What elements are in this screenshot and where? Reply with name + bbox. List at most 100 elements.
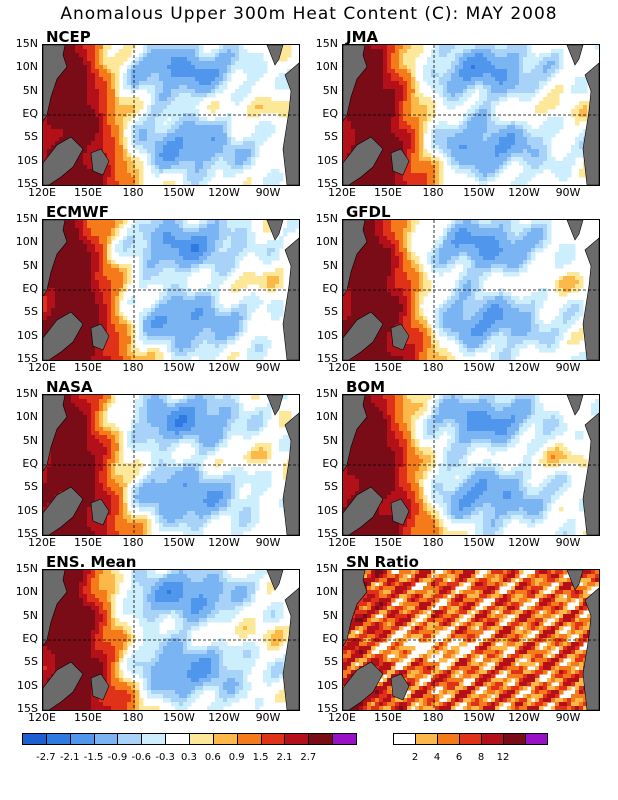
- heatmap-cell: [139, 236, 144, 241]
- heatmap-cell: [471, 153, 476, 158]
- heatmap-cell: [487, 137, 492, 142]
- heatmap-cell: [419, 137, 424, 142]
- heatmap-cell: [387, 89, 392, 94]
- heatmap-cell: [507, 85, 512, 90]
- heatmap-cell: [543, 165, 548, 170]
- heatmap-cell: [263, 177, 268, 182]
- heatmap-cell: [115, 145, 120, 150]
- heatmap-cell: [419, 153, 424, 158]
- heatmap-cell: [147, 69, 152, 74]
- heatmap-cell: [175, 45, 180, 50]
- heatmap-cell: [79, 288, 84, 293]
- heatmap-cell: [191, 173, 196, 178]
- heatmap-cell: [447, 157, 452, 162]
- heatmap-cell: [163, 336, 168, 341]
- heatmap-cell: [123, 153, 128, 158]
- heatmap-cell: [475, 165, 480, 170]
- heatmap-cell: [239, 308, 244, 313]
- heatmap-cell: [167, 336, 172, 341]
- heatmap-cell: [555, 49, 560, 54]
- heatmap-cell: [179, 332, 184, 337]
- heatmap-cell: [167, 296, 172, 301]
- heatmap-cell: [155, 81, 160, 86]
- heatmap-cell: [187, 232, 192, 237]
- heatmap-cell: [103, 280, 108, 285]
- heatmap-cell: [171, 181, 176, 185]
- heatmap-cell: [143, 224, 148, 229]
- heatmap-cell: [563, 161, 568, 166]
- heatmap-cell: [243, 276, 248, 281]
- heatmap-cell: [503, 129, 508, 134]
- heatmap-cell: [423, 149, 428, 154]
- heatmap-cell: [191, 161, 196, 166]
- heatmap-cell: [395, 101, 400, 106]
- heatmap-cell: [179, 296, 184, 301]
- heatmap-cell: [75, 93, 80, 98]
- heatmap-cell: [147, 73, 152, 78]
- heatmap-cell: [91, 177, 96, 182]
- heatmap-cell: [527, 61, 532, 66]
- heatmap-cell: [199, 45, 204, 50]
- heatmap-cell: [103, 244, 108, 249]
- heatmap-cell: [547, 69, 552, 74]
- heatmap-cell: [523, 45, 528, 50]
- heatmap-cell: [51, 101, 56, 106]
- heatmap-cell: [435, 129, 440, 134]
- heatmap-cell: [391, 65, 396, 70]
- heatmap-cell: [195, 85, 200, 90]
- heatmap-cell: [359, 77, 364, 82]
- heatmap-cell: [355, 97, 360, 102]
- heatmap-cell: [523, 89, 528, 94]
- heatmap-cell: [387, 53, 392, 58]
- heatmap-cell: [107, 125, 112, 130]
- heatmap-cell: [163, 244, 168, 249]
- heatmap-cell: [391, 145, 396, 150]
- heatmap-cell: [283, 57, 288, 62]
- heatmap-cell: [175, 292, 180, 297]
- heatmap-cell: [183, 304, 188, 309]
- heatmap-cell: [543, 141, 548, 146]
- heatmap-cell: [147, 224, 152, 229]
- heatmap-cell: [155, 232, 160, 237]
- heatmap-cell: [235, 161, 240, 166]
- panel-jma: JMA 15N 10N 5N EQ 5S 10S 15S 120E 150E 180 150W 120W…: [300, 28, 600, 200]
- heatmap-cell: [347, 105, 352, 110]
- heatmap-cell: [99, 240, 104, 245]
- heatmap-cell: [379, 113, 384, 118]
- heatmap-cell: [159, 232, 164, 237]
- heatmap-cell: [167, 248, 172, 253]
- heatmap-cell: [543, 53, 548, 58]
- heatmap-cell: [419, 97, 424, 102]
- heatmap-cell: [255, 105, 260, 110]
- heatmap-cell: [519, 69, 524, 74]
- heatmap-cell: [467, 117, 472, 122]
- heatmap-cell: [231, 57, 236, 62]
- heatmap-cell: [151, 328, 156, 333]
- heatmap-cell: [131, 169, 136, 174]
- heatmap-cell: [171, 292, 176, 297]
- heatmap-cell: [451, 85, 456, 90]
- heatmap-cell: [175, 260, 180, 265]
- heatmap-cell: [459, 169, 464, 174]
- heatmap-cell: [239, 244, 244, 249]
- heatmap-cell: [223, 272, 228, 277]
- heatmap-cell: [463, 77, 468, 82]
- heatmap-cell: [239, 165, 244, 170]
- heatmap-cell: [479, 145, 484, 150]
- heatmap-cell: [75, 161, 80, 166]
- heatmap-cell: [235, 236, 240, 241]
- heatmap-cell: [103, 324, 108, 329]
- heatmap-cell: [55, 137, 60, 142]
- heatmap-cell: [487, 133, 492, 138]
- heatmap-cell: [403, 65, 408, 70]
- heatmap-cell: [283, 77, 288, 82]
- heatmap-cell: [47, 316, 52, 321]
- heatmap-cell: [59, 272, 64, 277]
- heatmap-cell: [459, 157, 464, 162]
- heatmap-cell: [487, 85, 492, 90]
- heatmap-cell: [195, 101, 200, 106]
- heatmap-cell: [147, 133, 152, 138]
- heatmap-cell: [179, 284, 184, 289]
- heatmap-cell: [159, 264, 164, 269]
- heatmap-cell: [547, 117, 552, 122]
